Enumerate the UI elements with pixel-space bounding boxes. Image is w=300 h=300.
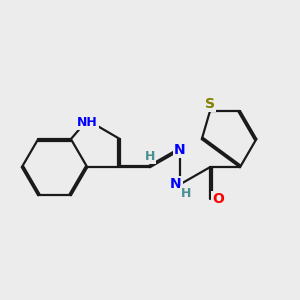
Text: N: N [174,143,186,157]
Text: O: O [212,192,224,206]
Text: S: S [205,97,215,111]
Text: NH: NH [77,116,98,129]
Text: H: H [181,187,191,200]
Text: H: H [145,150,155,163]
Text: N: N [170,177,182,191]
